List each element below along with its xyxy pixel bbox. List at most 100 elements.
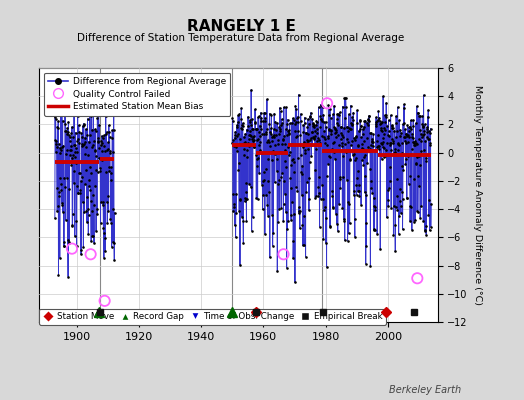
Point — [260, 110, 269, 116]
Point — [264, 156, 272, 162]
Point — [369, 226, 378, 232]
Point — [290, 121, 299, 128]
Point — [232, 190, 240, 197]
Point — [250, 120, 259, 126]
Point — [291, 279, 299, 286]
Point — [285, 131, 293, 137]
Point — [337, 124, 345, 130]
Point — [421, 138, 430, 144]
Point — [406, 124, 414, 130]
Point — [88, 208, 96, 214]
Point — [390, 203, 398, 209]
Point — [332, 126, 341, 133]
Point — [345, 125, 353, 131]
Point — [358, 147, 366, 153]
Point — [394, 104, 402, 110]
Point — [380, 127, 389, 134]
Point — [244, 140, 252, 146]
Point — [334, 132, 342, 138]
Point — [418, 124, 427, 130]
Point — [340, 95, 348, 101]
Point — [400, 101, 408, 108]
Point — [311, 194, 319, 201]
Point — [359, 161, 367, 168]
Point — [345, 111, 353, 118]
Point — [71, 233, 79, 239]
Point — [62, 130, 71, 137]
Point — [321, 136, 330, 142]
Point — [82, 167, 90, 173]
Point — [51, 137, 60, 143]
Point — [257, 114, 266, 121]
Point — [377, 141, 386, 147]
Point — [420, 128, 428, 134]
Point — [335, 174, 344, 181]
Point — [86, 170, 95, 176]
Point — [307, 135, 315, 141]
Point — [76, 190, 84, 197]
Point — [93, 168, 102, 175]
Point — [53, 185, 61, 191]
Point — [355, 182, 364, 188]
Point — [341, 95, 350, 101]
Point — [358, 146, 367, 152]
Point — [101, 248, 110, 254]
Point — [81, 151, 90, 158]
Point — [375, 151, 384, 158]
Point — [337, 132, 346, 138]
Point — [397, 140, 406, 147]
Point — [101, 298, 109, 304]
Point — [269, 126, 278, 132]
Point — [64, 274, 72, 280]
Point — [96, 142, 105, 149]
Y-axis label: Monthly Temperature Anomaly Difference (°C): Monthly Temperature Anomaly Difference (… — [473, 85, 482, 305]
Point — [298, 222, 307, 228]
Point — [319, 104, 327, 110]
Point — [79, 122, 87, 129]
Point — [424, 136, 432, 142]
Point — [372, 119, 380, 125]
Point — [245, 132, 254, 138]
Point — [374, 132, 382, 138]
Point — [292, 106, 300, 112]
Point — [411, 217, 419, 223]
Point — [320, 128, 329, 134]
Point — [384, 196, 392, 203]
Point — [323, 148, 331, 154]
Point — [418, 113, 427, 119]
Point — [258, 131, 266, 137]
Point — [268, 138, 277, 144]
Point — [80, 120, 88, 127]
Point — [337, 136, 345, 142]
Point — [233, 148, 242, 154]
Point — [375, 143, 383, 150]
Point — [236, 136, 245, 143]
Point — [277, 204, 286, 211]
Point — [275, 124, 283, 131]
Point — [72, 242, 81, 249]
Point — [235, 197, 244, 204]
Point — [91, 183, 100, 190]
Point — [99, 224, 107, 231]
Point — [315, 140, 324, 146]
Point — [287, 162, 296, 168]
Point — [103, 199, 111, 206]
Point — [87, 113, 95, 119]
Point — [230, 201, 238, 207]
Point — [407, 117, 415, 124]
Point — [354, 188, 362, 194]
Point — [97, 199, 105, 205]
Point — [411, 120, 420, 126]
Point — [91, 128, 100, 134]
Point — [423, 114, 432, 120]
Point — [297, 118, 305, 124]
Point — [377, 127, 385, 133]
Point — [274, 181, 282, 188]
Point — [341, 115, 350, 121]
Point — [366, 166, 374, 173]
Point — [367, 136, 376, 142]
Point — [330, 149, 338, 155]
Point — [382, 114, 390, 120]
Point — [309, 120, 317, 127]
Point — [303, 179, 311, 186]
